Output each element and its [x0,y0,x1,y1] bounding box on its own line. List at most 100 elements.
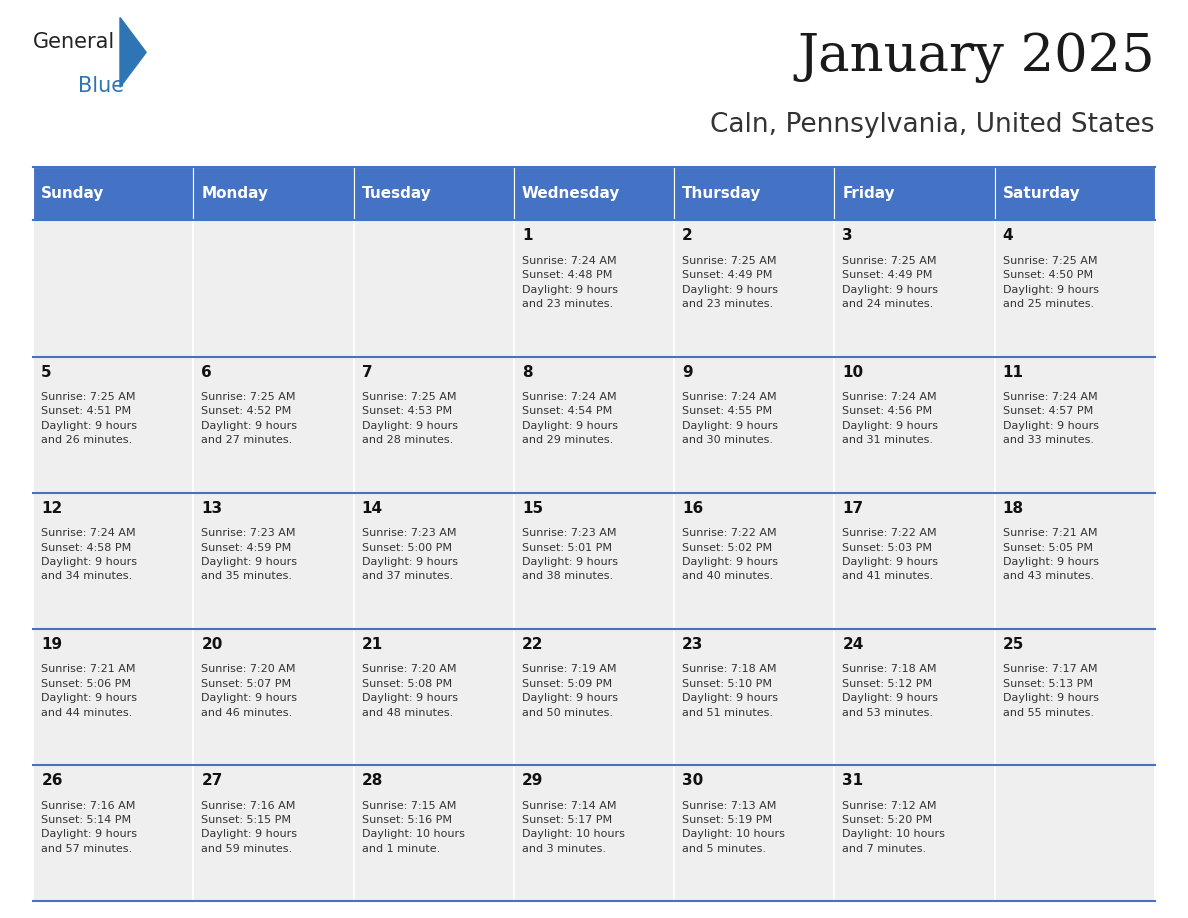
Bar [194,493,354,629]
Text: Sunrise: 7:24 AM
Sunset: 4:55 PM
Daylight: 9 hours
and 30 minutes.: Sunrise: 7:24 AM Sunset: 4:55 PM Dayligh… [682,392,778,445]
Bar [33,356,194,493]
Text: Sunrise: 7:16 AM
Sunset: 5:14 PM
Daylight: 9 hours
and 57 minutes.: Sunrise: 7:16 AM Sunset: 5:14 PM Dayligh… [42,800,138,854]
Text: Sunrise: 7:14 AM
Sunset: 5:17 PM
Daylight: 10 hours
and 3 minutes.: Sunrise: 7:14 AM Sunset: 5:17 PM Dayligh… [522,800,625,854]
Text: 18: 18 [1003,501,1024,516]
Text: Sunrise: 7:12 AM
Sunset: 5:20 PM
Daylight: 10 hours
and 7 minutes.: Sunrise: 7:12 AM Sunset: 5:20 PM Dayligh… [842,800,946,854]
Text: 1: 1 [522,229,532,243]
Bar [834,167,994,220]
Bar [834,220,994,356]
Text: 27: 27 [202,774,223,789]
Bar [354,493,514,629]
Bar [994,220,1155,356]
Text: 28: 28 [361,774,383,789]
Text: 17: 17 [842,501,864,516]
Text: 2: 2 [682,229,693,243]
Bar [994,766,1155,901]
Text: Sunrise: 7:21 AM
Sunset: 5:06 PM
Daylight: 9 hours
and 44 minutes.: Sunrise: 7:21 AM Sunset: 5:06 PM Dayligh… [42,665,138,718]
Text: Sunrise: 7:24 AM
Sunset: 4:54 PM
Daylight: 9 hours
and 29 minutes.: Sunrise: 7:24 AM Sunset: 4:54 PM Dayligh… [522,392,618,445]
Text: 23: 23 [682,637,703,652]
Text: 22: 22 [522,637,543,652]
Bar [194,629,354,766]
Bar [33,220,194,356]
Bar [514,167,674,220]
Bar [354,220,514,356]
Bar [194,356,354,493]
Bar [514,493,674,629]
Text: 7: 7 [361,364,372,380]
Text: 12: 12 [42,501,63,516]
Text: Sunrise: 7:24 AM
Sunset: 4:56 PM
Daylight: 9 hours
and 31 minutes.: Sunrise: 7:24 AM Sunset: 4:56 PM Dayligh… [842,392,939,445]
Text: Blue: Blue [78,76,125,96]
Bar [674,167,834,220]
Text: 19: 19 [42,637,63,652]
Text: 10: 10 [842,364,864,380]
Text: Sunrise: 7:19 AM
Sunset: 5:09 PM
Daylight: 9 hours
and 50 minutes.: Sunrise: 7:19 AM Sunset: 5:09 PM Dayligh… [522,665,618,718]
Text: 3: 3 [842,229,853,243]
Bar [674,766,834,901]
Text: 14: 14 [361,501,383,516]
Bar [994,629,1155,766]
Text: 21: 21 [361,637,383,652]
Text: Sunrise: 7:18 AM
Sunset: 5:10 PM
Daylight: 9 hours
and 51 minutes.: Sunrise: 7:18 AM Sunset: 5:10 PM Dayligh… [682,665,778,718]
Text: Sunrise: 7:13 AM
Sunset: 5:19 PM
Daylight: 10 hours
and 5 minutes.: Sunrise: 7:13 AM Sunset: 5:19 PM Dayligh… [682,800,785,854]
Bar [834,629,994,766]
Text: 31: 31 [842,774,864,789]
Text: Sunrise: 7:16 AM
Sunset: 5:15 PM
Daylight: 9 hours
and 59 minutes.: Sunrise: 7:16 AM Sunset: 5:15 PM Dayligh… [202,800,297,854]
Text: Thursday: Thursday [682,186,762,201]
Text: Sunrise: 7:24 AM
Sunset: 4:48 PM
Daylight: 9 hours
and 23 minutes.: Sunrise: 7:24 AM Sunset: 4:48 PM Dayligh… [522,256,618,309]
Text: Sunrise: 7:23 AM
Sunset: 5:00 PM
Daylight: 9 hours
and 37 minutes.: Sunrise: 7:23 AM Sunset: 5:00 PM Dayligh… [361,528,457,581]
Text: Saturday: Saturday [1003,186,1080,201]
Text: Sunrise: 7:24 AM
Sunset: 4:57 PM
Daylight: 9 hours
and 33 minutes.: Sunrise: 7:24 AM Sunset: 4:57 PM Dayligh… [1003,392,1099,445]
Text: 16: 16 [682,501,703,516]
Bar [674,493,834,629]
Text: 5: 5 [42,364,52,380]
Bar [354,629,514,766]
Polygon shape [120,17,146,87]
Text: Sunrise: 7:21 AM
Sunset: 5:05 PM
Daylight: 9 hours
and 43 minutes.: Sunrise: 7:21 AM Sunset: 5:05 PM Dayligh… [1003,528,1099,581]
Text: Sunrise: 7:23 AM
Sunset: 4:59 PM
Daylight: 9 hours
and 35 minutes.: Sunrise: 7:23 AM Sunset: 4:59 PM Dayligh… [202,528,297,581]
Bar [514,220,674,356]
Bar [33,167,194,220]
Text: 29: 29 [522,774,543,789]
Text: Sunrise: 7:25 AM
Sunset: 4:52 PM
Daylight: 9 hours
and 27 minutes.: Sunrise: 7:25 AM Sunset: 4:52 PM Dayligh… [202,392,297,445]
Bar [514,356,674,493]
Bar [33,766,194,901]
Text: Sunrise: 7:15 AM
Sunset: 5:16 PM
Daylight: 10 hours
and 1 minute.: Sunrise: 7:15 AM Sunset: 5:16 PM Dayligh… [361,800,465,854]
Text: Wednesday: Wednesday [522,186,620,201]
Bar [194,766,354,901]
Text: 11: 11 [1003,364,1024,380]
Text: Sunrise: 7:25 AM
Sunset: 4:49 PM
Daylight: 9 hours
and 24 minutes.: Sunrise: 7:25 AM Sunset: 4:49 PM Dayligh… [842,256,939,309]
Bar [194,220,354,356]
Text: 4: 4 [1003,229,1013,243]
Text: 25: 25 [1003,637,1024,652]
Bar [354,766,514,901]
Bar [514,766,674,901]
Text: Sunrise: 7:23 AM
Sunset: 5:01 PM
Daylight: 9 hours
and 38 minutes.: Sunrise: 7:23 AM Sunset: 5:01 PM Dayligh… [522,528,618,581]
Text: January 2025: January 2025 [797,32,1155,84]
Bar [674,220,834,356]
Text: 24: 24 [842,637,864,652]
Text: 8: 8 [522,364,532,380]
Bar [674,356,834,493]
Bar [33,493,194,629]
Text: Tuesday: Tuesday [361,186,431,201]
Bar [33,629,194,766]
Text: Sunrise: 7:17 AM
Sunset: 5:13 PM
Daylight: 9 hours
and 55 minutes.: Sunrise: 7:17 AM Sunset: 5:13 PM Dayligh… [1003,665,1099,718]
Bar [354,167,514,220]
Text: Sunday: Sunday [42,186,105,201]
Text: Friday: Friday [842,186,895,201]
Bar [354,356,514,493]
Text: General: General [33,32,115,52]
Bar [834,493,994,629]
Text: 15: 15 [522,501,543,516]
Text: 30: 30 [682,774,703,789]
Text: Sunrise: 7:20 AM
Sunset: 5:07 PM
Daylight: 9 hours
and 46 minutes.: Sunrise: 7:20 AM Sunset: 5:07 PM Dayligh… [202,665,297,718]
Text: Caln, Pennsylvania, United States: Caln, Pennsylvania, United States [710,112,1155,138]
Text: Sunrise: 7:24 AM
Sunset: 4:58 PM
Daylight: 9 hours
and 34 minutes.: Sunrise: 7:24 AM Sunset: 4:58 PM Dayligh… [42,528,138,581]
Bar [994,167,1155,220]
Bar [994,493,1155,629]
Text: Sunrise: 7:25 AM
Sunset: 4:53 PM
Daylight: 9 hours
and 28 minutes.: Sunrise: 7:25 AM Sunset: 4:53 PM Dayligh… [361,392,457,445]
Text: Sunrise: 7:25 AM
Sunset: 4:51 PM
Daylight: 9 hours
and 26 minutes.: Sunrise: 7:25 AM Sunset: 4:51 PM Dayligh… [42,392,138,445]
Bar [834,356,994,493]
Bar [674,629,834,766]
